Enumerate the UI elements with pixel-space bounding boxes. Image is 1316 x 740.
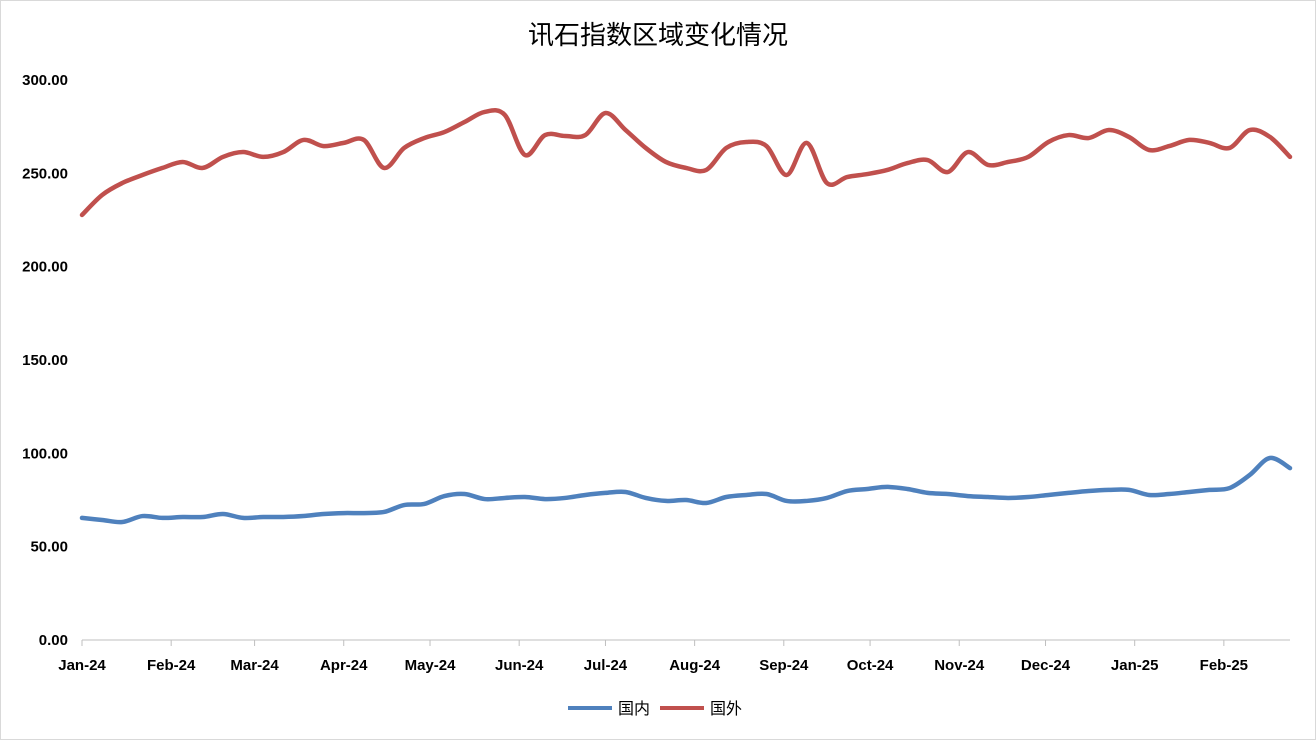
x-tick-label: Dec-24	[1021, 657, 1071, 674]
x-tick-label: Sep-24	[759, 657, 809, 674]
x-tick-label: Mar-24	[230, 657, 279, 674]
series-line-domestic	[79, 455, 1293, 525]
legend-label-foreign: 国外	[710, 699, 742, 718]
chart-title: 讯石指数区域变化情况	[528, 21, 788, 51]
y-tick-label: 100.00	[22, 445, 68, 462]
x-tick-label: Jun-24	[495, 657, 544, 674]
y-tick-label: 0.00	[39, 632, 68, 649]
x-tick-label: Nov-24	[934, 657, 985, 674]
x-tick-label: Apr-24	[320, 657, 368, 674]
y-tick-label: 150.00	[22, 352, 68, 369]
x-tick-label: Jul-24	[584, 657, 628, 674]
x-tick-label: Feb-24	[147, 657, 196, 674]
y-tick-label: 50.00	[30, 539, 68, 556]
x-tick-label: Oct-24	[847, 657, 894, 674]
legend-label-domestic: 国内	[618, 699, 650, 718]
series-line-foreign	[79, 108, 1293, 218]
y-tick-label: 250.00	[22, 165, 68, 182]
y-tick-label: 200.00	[22, 259, 68, 276]
x-tick-label: Jan-25	[1111, 657, 1159, 674]
x-tick-label: Jan-24	[58, 657, 106, 674]
legend: 国内 国外	[568, 699, 742, 718]
x-tick-label: May-24	[405, 657, 457, 674]
y-tick-label: 300.00	[22, 72, 68, 89]
x-tick-label: Aug-24	[669, 657, 720, 674]
x-tick-label: Feb-25	[1200, 657, 1248, 674]
